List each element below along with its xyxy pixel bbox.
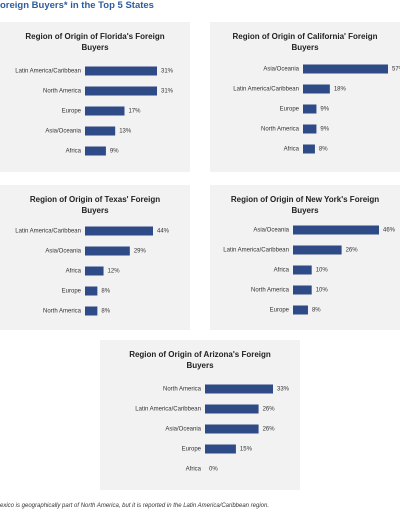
category-label: Europe [270,308,290,314]
page-title: oreign Buyers* in the Top 5 States [0,0,154,11]
bar [85,126,116,136]
bar [85,66,157,76]
bar [85,266,104,276]
chart: Asia/Oceania 57% Latin America/Caribbean 18… [233,64,400,154]
category-label: Latin America/Caribbean [15,229,81,235]
category-label: Asia/Oceania [263,67,299,73]
bar [85,106,125,116]
value-label: 26% [346,248,359,254]
bar [293,245,342,255]
chart-title: Region of Origin of Texas' Foreign Buyer… [29,195,161,215]
value-label: 9% [320,127,329,133]
chart-panel: Region of Origin of Florida's Foreign Bu… [0,22,190,172]
value-label: 8% [319,147,328,153]
category-label: Europe [62,109,82,115]
category-label: Africa [284,147,300,153]
value-label: 0% [209,467,218,473]
bar [205,444,236,454]
value-label: 9% [320,107,329,113]
bar [205,404,259,414]
bar [303,144,315,154]
value-label: 10% [316,268,329,274]
chart-panel: Region of Origin of Arizona's Foreign Bu… [100,340,300,490]
value-label: 13% [119,129,132,135]
category-label: North America [43,89,82,95]
category-label: Asia/Oceania [45,129,81,135]
chart-title: Region of Origin of Florida's Foreign Bu… [25,32,165,52]
category-label: North America [261,127,300,133]
chart-panel: Region of Origin of California' Foreign … [210,22,400,172]
chart-title: Region of Origin of Arizona's Foreign Bu… [129,350,271,370]
category-label: Europe [62,289,82,295]
bar [303,64,388,74]
bar [303,124,317,134]
bar [85,286,98,296]
chart-title: Region of Origin of California' Foreign … [232,32,378,52]
bar [293,225,379,235]
value-label: 26% [263,427,276,433]
bar [85,86,157,96]
value-label: 29% [134,249,147,255]
chart-panel: Region of Origin of New York's Foreign B… [210,185,400,330]
value-label: 31% [161,69,174,75]
value-label: 26% [263,407,276,413]
category-label: Asia/Oceania [45,249,81,255]
category-label: Africa [186,467,202,473]
bar [205,424,259,434]
category-label: Latin America/Caribbean [135,407,201,413]
footnote: exico is geographically part of North Am… [0,503,270,509]
value-label: 10% [316,288,329,294]
bar [293,265,312,275]
category-label: Latin America/Caribbean [15,69,81,75]
category-label: Europe [182,447,202,453]
bar [303,104,317,114]
category-label: Latin America/Caribbean [233,87,299,93]
value-label: 33% [277,387,290,393]
category-label: North America [251,288,290,294]
value-label: 8% [101,309,110,315]
category-label: Europe [280,107,300,113]
value-label: 57% [392,67,400,73]
bar [85,246,130,256]
value-label: 9% [110,149,119,155]
bar [293,285,312,295]
value-label: 8% [101,289,110,295]
value-label: 17% [128,109,141,115]
chart-title: Region of Origin of New York's Foreign B… [230,195,380,215]
value-label: 8% [312,308,321,314]
chart-panel: Region of Origin of Texas' Foreign Buyer… [0,185,190,330]
chart: Asia/Oceania 46% Latin America/Caribbean 26… [223,225,396,315]
bar [293,305,308,315]
value-label: 12% [108,269,121,275]
category-label: Africa [66,269,82,275]
category-label: Latin America/Caribbean [223,248,289,254]
category-label: Africa [274,268,290,274]
value-label: 46% [383,228,396,234]
category-label: North America [163,387,202,393]
value-label: 15% [240,447,253,453]
category-label: Asia/Oceania [165,427,201,433]
value-label: 31% [161,89,174,95]
chart: North America 33% Latin America/Caribbean 2… [135,384,290,473]
value-label: 44% [157,229,170,235]
category-label: North America [43,309,82,315]
chart: Latin America/Caribbean 31% North America 3… [15,66,174,156]
category-label: Asia/Oceania [253,228,289,234]
chart: Latin America/Caribbean 44% Asia/Oceania 29… [15,226,170,316]
bar [85,146,106,156]
bar [85,226,153,236]
bar [85,306,98,316]
bar [303,84,330,94]
bar [205,384,273,394]
category-label: Africa [66,149,82,155]
value-label: 18% [334,87,347,93]
